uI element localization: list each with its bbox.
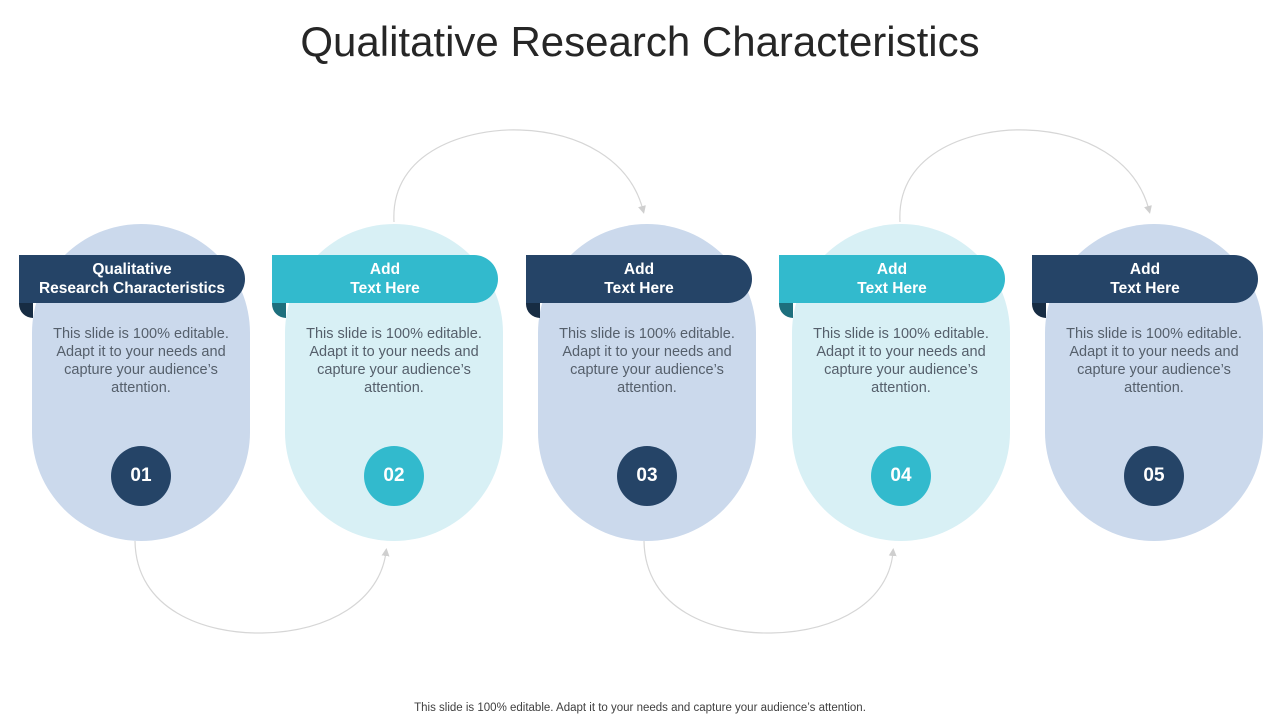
step-description: This slide is 100% editable. Adapt it to… [559,326,735,396]
step-heading-tab: Add Text Here [272,255,498,303]
step-description: This slide is 100% editable. Adapt it to… [813,326,989,396]
step-number-badge: 02 [364,446,424,506]
slide-title: Qualitative Research Characteristics [300,18,980,65]
arrow-04-to-05 [899,129,1152,223]
step-number-badge: 05 [1124,446,1184,506]
step-heading-tab: Qualitative Research Characteristics [19,255,245,303]
step-description: This slide is 100% editable. Adapt it to… [53,326,229,396]
step-description: This slide is 100% editable. Adapt it to… [306,326,482,396]
step-heading-tab: Add Text Here [1032,255,1258,303]
step-heading-tab: Add Text Here [526,255,752,303]
arrow-03-to-04 [643,540,897,634]
step-description: This slide is 100% editable. Adapt it to… [1066,326,1242,396]
arrow-01-to-02 [134,540,390,634]
step-number-badge: 03 [617,446,677,506]
step-heading-tab: Add Text Here [779,255,1005,303]
step-number-badge: 04 [871,446,931,506]
arrow-02-to-03 [393,129,646,223]
footer-note: This slide is 100% editable. Adapt it to… [414,702,866,714]
step-number-badge: 01 [111,446,171,506]
